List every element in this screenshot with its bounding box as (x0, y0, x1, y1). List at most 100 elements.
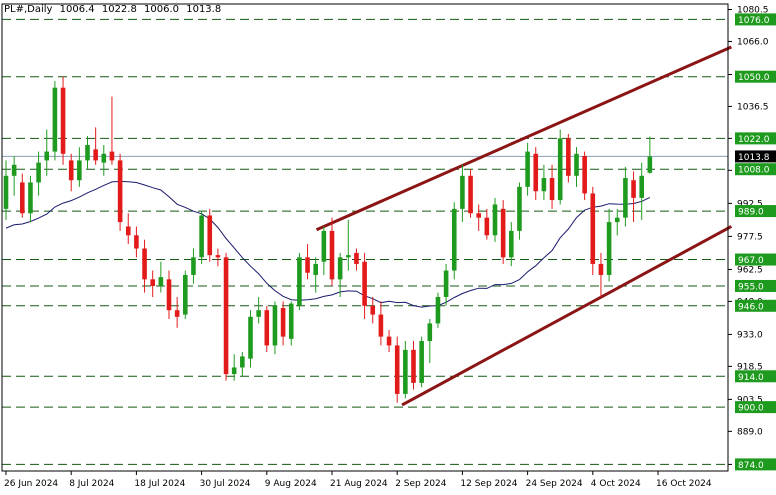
candle-body (582, 155, 587, 194)
level-price-label: 955.0 (738, 282, 764, 292)
candle-body (427, 323, 433, 342)
candle-body (36, 162, 41, 183)
candle-body (207, 215, 213, 256)
trend-channel (315, 45, 733, 407)
candle-body (77, 160, 82, 181)
candle-body (451, 208, 457, 271)
candle-body (20, 182, 25, 214)
candle-body (411, 349, 416, 383)
level-price-tag (735, 205, 776, 218)
candle-body (590, 193, 596, 264)
candle-body (370, 305, 376, 315)
level-price-label: 900.0 (738, 404, 764, 414)
candle-body (517, 186, 522, 231)
candle-body (215, 255, 221, 258)
price-axis: 1080.51066.01051.01036.51022.01007.5992.… (728, 6, 776, 471)
candle-body (44, 151, 50, 161)
candle-body (419, 341, 424, 383)
candle-body (11, 164, 17, 176)
candle-body (500, 208, 506, 258)
candle-body (492, 204, 498, 236)
candle-body (125, 226, 131, 236)
candle-body (231, 367, 237, 375)
level-price-tag (735, 458, 776, 471)
candle-body (174, 310, 180, 317)
level-price-tag (735, 299, 776, 312)
candle-body (549, 178, 555, 201)
level-price-label: 967.0 (738, 256, 764, 266)
level-price-label: 989.0 (738, 208, 764, 218)
plot-frame (1, 3, 729, 472)
high-value: 1022.8 (101, 4, 137, 15)
candle-body (85, 144, 90, 161)
candle-body (329, 230, 335, 280)
candle-body (313, 263, 318, 275)
close-value: 1013.8 (186, 4, 222, 15)
candle-body (248, 316, 253, 359)
y-tick-label: 992.5 (737, 199, 763, 209)
candle-body (288, 303, 294, 339)
candle-body (3, 175, 9, 209)
candle-body (386, 336, 392, 346)
horizontal-levels (2, 18, 728, 465)
candle-body (614, 217, 620, 223)
x-tick-label: 9 Aug 2024 (265, 479, 317, 489)
symbol-label: PL#,Daily (4, 4, 53, 15)
y-tick-label: 903.5 (737, 395, 763, 405)
candle-body (28, 182, 33, 214)
candle-body (623, 178, 628, 218)
y-tick-label: 933.0 (737, 330, 763, 340)
y-tick-label: 977.5 (737, 232, 763, 242)
x-tick-label: 8 Jul 2024 (69, 479, 114, 489)
candle-body (223, 257, 229, 375)
candle-body (60, 87, 66, 154)
candles (3, 76, 653, 403)
y-tick-label: 1036.5 (737, 102, 769, 112)
level-price-tag (735, 253, 776, 266)
candle-body (606, 222, 612, 275)
candle-body (476, 213, 481, 218)
candle-body (68, 160, 74, 181)
candle-body (443, 270, 449, 297)
candle-body (598, 263, 604, 275)
candle-body (346, 255, 351, 258)
candle-body (403, 349, 408, 394)
level-price-label: 946.0 (738, 302, 764, 312)
candle-body (191, 257, 196, 275)
time-axis: 26 Jun 2024 8 Jul 2024 18 Jul 2024 30 Jul 2… (4, 471, 712, 489)
candle-body (460, 175, 465, 209)
candle-body (378, 314, 384, 337)
candle-body (101, 153, 107, 163)
candle-body (150, 279, 155, 286)
channel-line (401, 225, 733, 407)
candle-body (142, 248, 147, 280)
candle-body (199, 215, 204, 258)
candle-body (117, 160, 123, 223)
level-price-tag (735, 132, 776, 145)
level-price-tag (735, 370, 776, 383)
level-price-label: 874.0 (738, 461, 764, 471)
moving-average (5, 180, 651, 308)
candle-body (109, 151, 115, 161)
candle-body (468, 175, 473, 214)
x-tick-label: 24 Sep 2024 (526, 479, 583, 489)
level-price-tag (735, 70, 776, 83)
candle-body (305, 257, 310, 273)
level-price-label: 914.0 (738, 373, 764, 383)
candle-body (134, 235, 139, 249)
candle-body (264, 310, 270, 346)
level-price-tag (735, 401, 776, 414)
current-price-label: 1013.8 (738, 153, 770, 163)
candle-body (272, 305, 278, 346)
candle-body (362, 261, 367, 306)
candle-body (256, 310, 261, 317)
x-tick-label: 21 Aug 2024 (330, 479, 388, 489)
level-price-tag (735, 163, 776, 176)
open-value: 1006.4 (59, 4, 95, 15)
candle-body (509, 230, 514, 258)
candle-body (647, 156, 653, 173)
candle-body (484, 217, 490, 236)
candle-body (93, 149, 98, 161)
x-tick-label: 2 Sep 2024 (395, 479, 447, 489)
